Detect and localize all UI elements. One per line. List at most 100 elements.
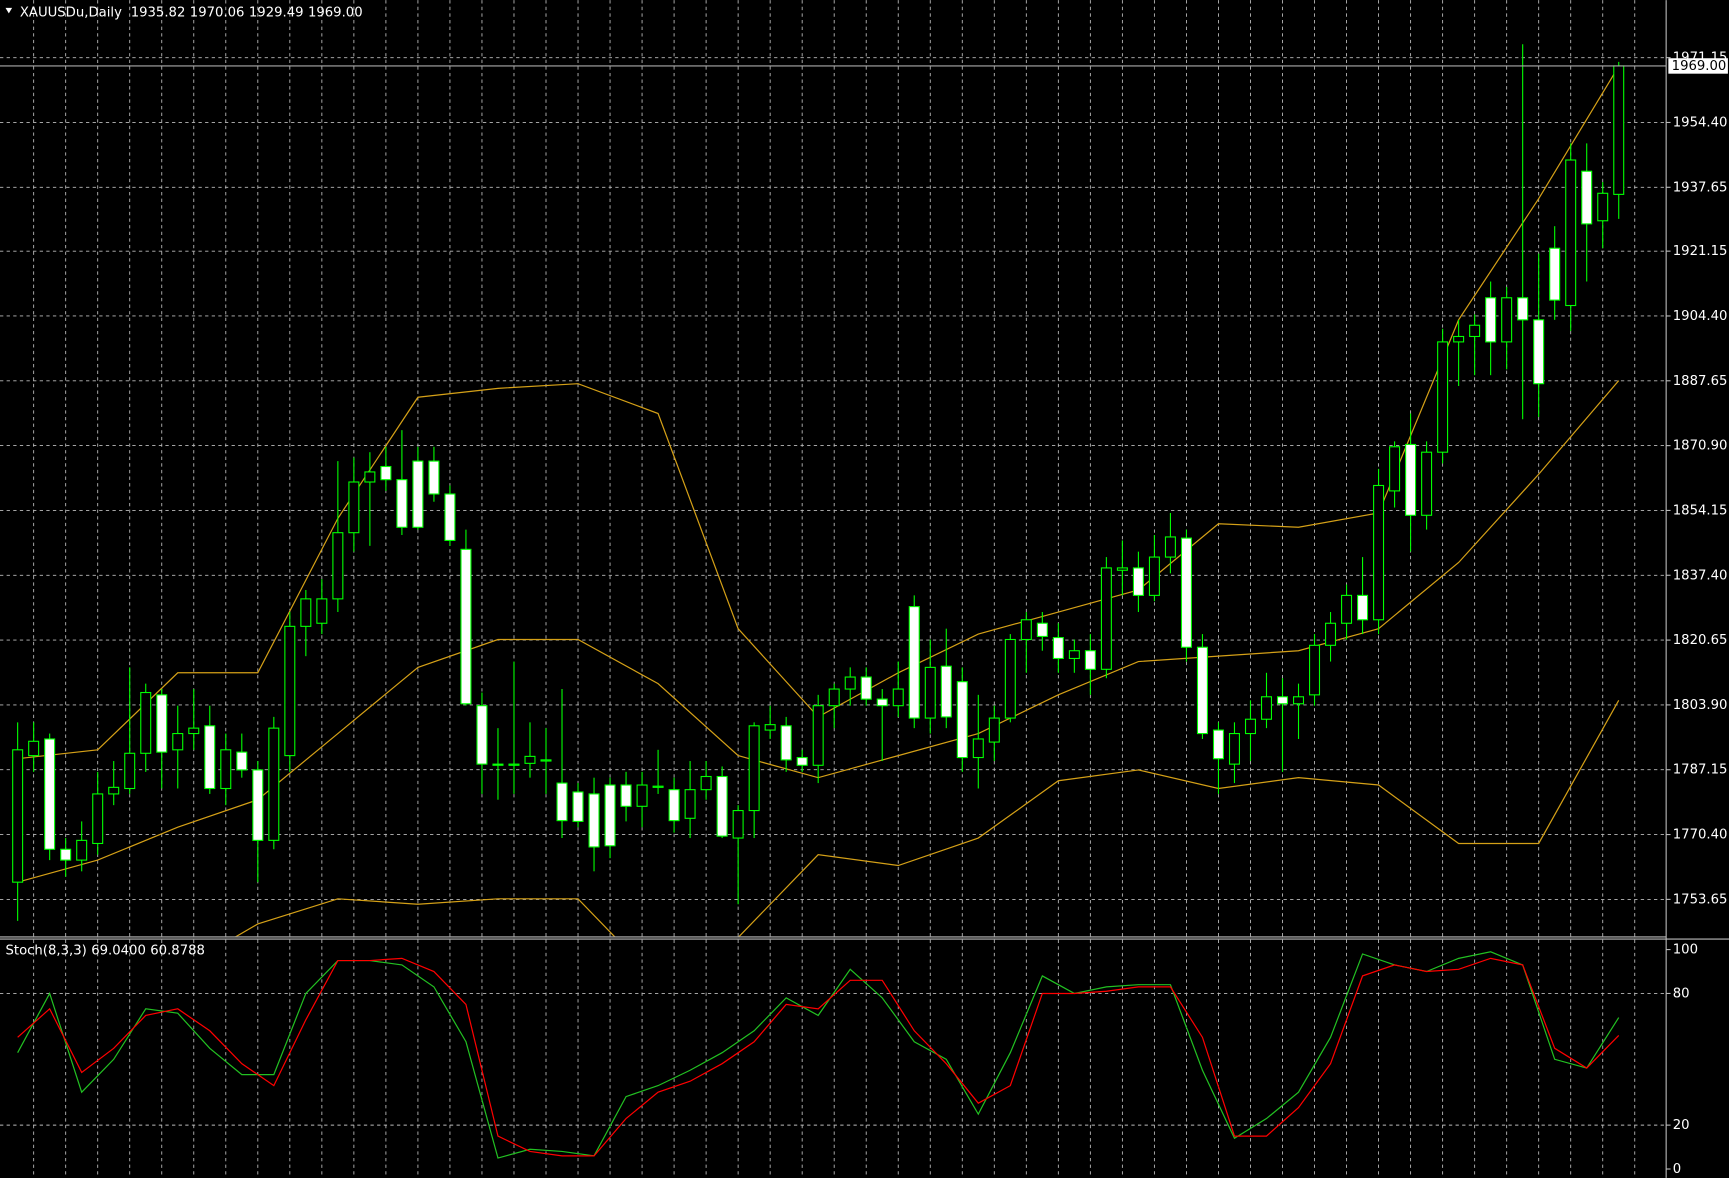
candle-body xyxy=(1228,732,1240,765)
candle-body xyxy=(1373,484,1385,621)
candle-body xyxy=(908,606,920,719)
candle-body xyxy=(1405,443,1417,516)
candle-body xyxy=(620,784,632,807)
candle-body xyxy=(1453,335,1465,343)
y-tick-label: 1921.15 xyxy=(1673,244,1728,259)
candle-body xyxy=(444,493,456,541)
stoch-panel xyxy=(17,951,1620,1159)
candle-body xyxy=(1260,696,1273,720)
band-lower xyxy=(235,699,1620,937)
candle-body xyxy=(316,598,328,624)
candle-body xyxy=(1549,247,1561,301)
candle-body xyxy=(156,694,168,753)
candle-body xyxy=(220,749,232,790)
stoch-title: Stoch(8,3,3) xyxy=(6,944,87,959)
candle-body xyxy=(140,691,152,754)
candle-body xyxy=(716,775,728,837)
candle-body xyxy=(1389,446,1401,492)
candle-body xyxy=(348,481,360,534)
candle-body xyxy=(1020,619,1032,641)
candle-body xyxy=(844,676,856,690)
candle-body xyxy=(1180,537,1192,648)
candle-body xyxy=(1212,729,1224,760)
candle-body xyxy=(876,698,888,707)
stoch-main: 69.0400 xyxy=(91,944,146,959)
candle-body xyxy=(972,738,984,759)
y-tick-label: 1870.90 xyxy=(1673,439,1728,454)
candle-body xyxy=(1485,297,1497,343)
y-tick-label: 80 xyxy=(1673,986,1690,1001)
candle-body xyxy=(1276,696,1289,705)
candle-body xyxy=(1068,650,1080,660)
candle-body xyxy=(108,786,120,795)
y-tick-label: 1820.65 xyxy=(1673,633,1728,648)
candle-body xyxy=(428,460,440,495)
candle-body xyxy=(764,724,776,731)
candle-body xyxy=(796,756,808,766)
candle-body xyxy=(572,791,584,822)
last-price-box xyxy=(1668,58,1728,74)
candle-body xyxy=(60,848,72,861)
candle-body xyxy=(268,727,280,841)
chart-header: XAUUSDu,Daily 1935.82 1970.06 1929.49 1969.0… xyxy=(20,5,363,20)
candle-body xyxy=(460,548,472,705)
candle-body xyxy=(1004,638,1016,719)
candle-body xyxy=(1052,637,1064,660)
y-tick-label: 0 xyxy=(1673,1162,1681,1177)
candle-body xyxy=(1613,65,1625,195)
candle-body xyxy=(748,725,760,812)
candle-body xyxy=(812,705,824,766)
y-tick-label: 1770.40 xyxy=(1673,828,1728,843)
candle-body xyxy=(1469,324,1481,338)
candle-body xyxy=(412,460,424,528)
candle-body xyxy=(540,759,552,762)
y-tick-label: 1887.65 xyxy=(1673,374,1728,389)
candle-body xyxy=(204,725,216,790)
candle-body xyxy=(476,705,488,765)
candle-body xyxy=(28,740,40,757)
candle-body xyxy=(92,793,104,845)
y-tick-label: 1787.15 xyxy=(1673,763,1728,778)
candle-body xyxy=(956,681,968,759)
candle-body xyxy=(252,769,264,841)
candle-body xyxy=(44,738,56,850)
candle-body xyxy=(636,784,648,807)
y-tick-label: 20 xyxy=(1673,1118,1690,1133)
candle-body xyxy=(892,688,904,707)
candle-body xyxy=(988,717,1000,743)
y-tick-label: 1937.65 xyxy=(1673,180,1728,195)
stoch-header: Stoch(8,3,3) 69.0400 60.8788 xyxy=(6,944,205,959)
y-tick-label: 1803.90 xyxy=(1673,698,1728,713)
close: 1969.00 xyxy=(308,5,363,20)
price-panel xyxy=(0,44,1667,937)
candle-body xyxy=(1036,622,1048,637)
y-tick-label: 1837.40 xyxy=(1673,568,1728,583)
y-tick-label: 1753.65 xyxy=(1673,892,1728,907)
candle-body xyxy=(1084,650,1096,670)
candle-body xyxy=(76,839,88,861)
menu-triangle xyxy=(5,7,13,14)
candle-body xyxy=(236,751,248,771)
candle-body xyxy=(700,775,712,791)
candle-body xyxy=(1148,556,1160,596)
candle-body xyxy=(1132,567,1144,596)
candle-body xyxy=(652,785,664,788)
open: 1935.82 xyxy=(131,5,186,20)
candle-body xyxy=(172,732,184,751)
y-tick-label: 1904.40 xyxy=(1673,309,1728,324)
candle-body xyxy=(1533,319,1545,385)
y-tick-label: 1854.15 xyxy=(1673,503,1728,518)
y-tick-label: 1954.40 xyxy=(1673,115,1728,130)
candle-body xyxy=(828,688,840,707)
candle-body xyxy=(1244,718,1256,735)
candle-body xyxy=(604,784,616,847)
y-tick-label: 100 xyxy=(1673,943,1698,958)
candle-body xyxy=(1565,159,1577,307)
candle-body xyxy=(860,676,872,700)
candle-body xyxy=(940,665,952,718)
candle-body xyxy=(1341,594,1353,624)
candle-body xyxy=(1357,594,1369,621)
candle-body xyxy=(1437,341,1449,453)
